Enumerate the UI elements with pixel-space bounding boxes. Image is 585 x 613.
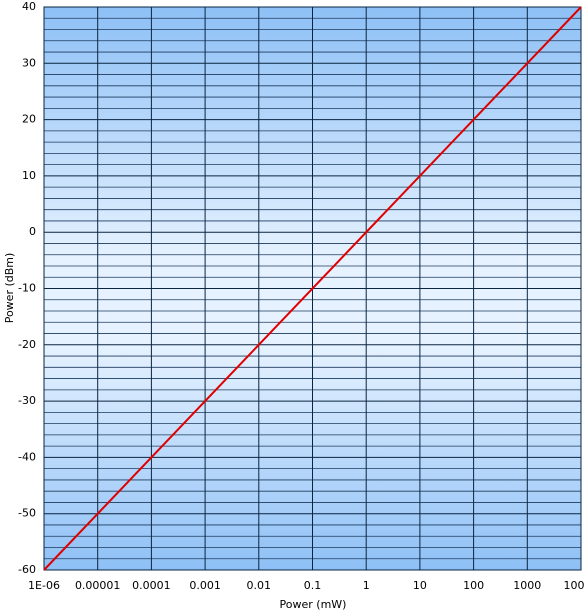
y-axis-title: Power (dBm) [3, 253, 16, 324]
y-tick-label: -10 [18, 282, 36, 295]
y-tick-label: 40 [22, 0, 36, 13]
y-tick-label: 0 [29, 225, 36, 238]
y-tick-label: -30 [18, 394, 36, 407]
x-tick-label: 1000 [513, 579, 541, 592]
y-tick-label: -50 [18, 507, 36, 520]
y-tick-label: -40 [18, 450, 36, 463]
x-axis-title: Power (mW) [280, 598, 347, 611]
x-tick-label: 10000 [564, 579, 585, 592]
line-series [43, 6, 582, 571]
x-tick-label: 0.001 [189, 579, 221, 592]
x-tick-label: 0.1 [304, 579, 322, 592]
x-tick-label: 10 [413, 579, 427, 592]
x-tick-label: 1 [363, 579, 370, 592]
y-tick-label: -20 [18, 338, 36, 351]
x-tick-label: 0.01 [247, 579, 272, 592]
x-tick-label: 0.00001 [75, 579, 121, 592]
x-tick-label: 1E-06 [28, 579, 60, 592]
x-tick-label: 100 [463, 579, 484, 592]
y-tick-label: 20 [22, 113, 36, 126]
y-tick-label: 10 [22, 169, 36, 182]
y-tick-label: 30 [22, 56, 36, 69]
y-tick-label: -60 [18, 563, 36, 576]
x-tick-label: 0.0001 [132, 579, 171, 592]
plot-border [43, 6, 582, 571]
